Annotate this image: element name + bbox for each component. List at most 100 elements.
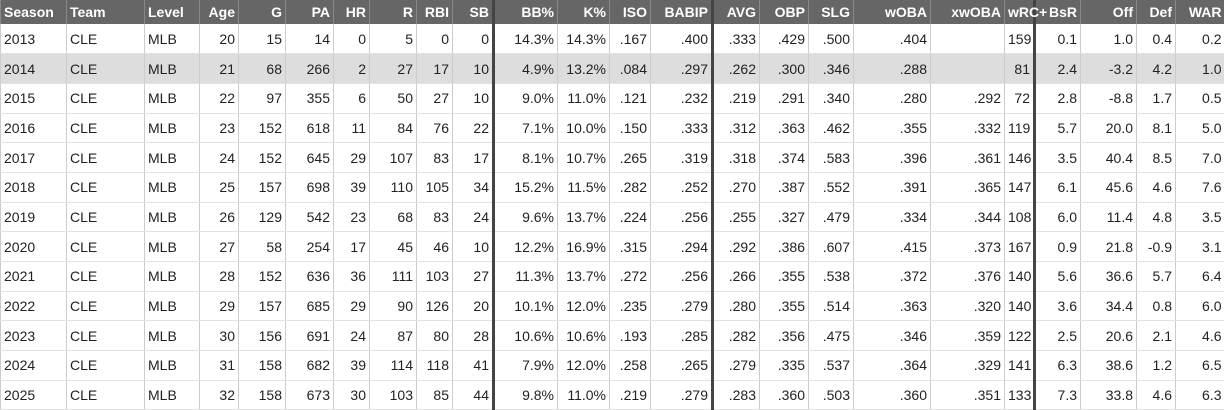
column-header[interactable]: SB [452, 0, 494, 24]
cell: 7.0 [1175, 142, 1224, 173]
cell: 34.4 [1080, 291, 1137, 322]
cell: 58 [238, 231, 286, 262]
column-header[interactable]: ISO [609, 0, 651, 24]
cell: 76 [416, 113, 453, 144]
cell: 2.1 [1136, 320, 1176, 352]
cell: CLE [66, 142, 145, 173]
cell: 254 [285, 231, 334, 262]
column-header[interactable]: K% [557, 0, 610, 24]
cell: 83 [416, 142, 453, 173]
cell: .255 [711, 202, 760, 233]
cell: 126 [416, 291, 453, 322]
cell: 36 [333, 261, 370, 292]
stats-row: 2016 CLE MLB 23 152 618 11 84 76 22 7.1% 10.0% .150.… [0, 113, 1224, 144]
cell: 2018 [0, 172, 67, 203]
cell: 7.9% [492, 350, 558, 381]
column-header[interactable]: WAR [1175, 0, 1224, 24]
cell: 4.6 [1136, 380, 1176, 410]
cell: 159 [1004, 24, 1035, 55]
cell: 673 [285, 380, 334, 410]
cell: 9.6% [492, 202, 558, 233]
cell: 6.0 [1175, 291, 1224, 322]
cell: 17 [452, 142, 494, 173]
cell: .363 [853, 291, 931, 322]
cell: .292 [711, 231, 760, 262]
cell: .374 [759, 142, 809, 173]
cell: 8.5 [1136, 142, 1176, 173]
cell: 10.1% [492, 291, 558, 322]
column-header[interactable]: SLG [808, 0, 854, 24]
cell: 8.1% [492, 142, 558, 173]
cell: 15 [238, 24, 286, 55]
cell: 11.4 [1080, 202, 1137, 233]
cell: CLE [66, 83, 145, 114]
cell: .318 [711, 142, 760, 173]
cell: 5.0 [1175, 113, 1224, 144]
cell: 7.1% [492, 113, 558, 144]
column-header[interactable]: RBI [416, 0, 453, 24]
stats-row: 2020 CLE MLB 27 58 254 17 45 46 10 12.2% 16.9% .315.… [0, 231, 1224, 262]
column-header[interactable]: Level [144, 0, 200, 24]
cell: .538 [808, 261, 854, 292]
stats-row: 2024 CLE MLB 31 158 682 39 114 118 41 7.9% 12.0% .25… [0, 350, 1224, 381]
cell: 27 [199, 231, 239, 262]
cell: 6.4 [1175, 261, 1224, 292]
column-header[interactable]: wRC+ [1004, 0, 1047, 24]
cell: .279 [650, 291, 713, 322]
column-header[interactable]: G [238, 0, 286, 24]
column-header[interactable]: BsR [1033, 0, 1081, 24]
cell: 20 [452, 291, 494, 322]
cell: MLB [144, 113, 200, 144]
cell: 6.3 [1175, 380, 1224, 410]
column-header[interactable]: OBP [759, 0, 809, 24]
cell: .537 [808, 350, 854, 381]
column-header[interactable]: R [369, 0, 417, 24]
cell: 119 [1004, 113, 1035, 144]
cell: .256 [650, 202, 713, 233]
cell: 72 [1004, 83, 1035, 114]
column-header[interactable]: HR [333, 0, 370, 24]
cell: 50 [369, 83, 417, 114]
column-header[interactable]: Age [199, 0, 239, 24]
stats-row: 2015 CLE MLB 22 97 355 6 50 27 10 9.0% 11.0% .121.23… [0, 83, 1224, 114]
column-header[interactable]: BB% [492, 0, 558, 24]
cell: CLE [66, 231, 145, 262]
column-header[interactable]: PA [285, 0, 334, 24]
column-header[interactable]: Off [1080, 0, 1137, 24]
cell: CLE [66, 261, 145, 292]
cell: .356 [759, 320, 809, 352]
cell: .340 [808, 83, 854, 114]
stats-row: 2025 CLE MLB 32 158 673 30 103 85 44 9.8% 11.0% .219… [0, 380, 1224, 410]
column-header[interactable]: AVG [711, 0, 760, 24]
cell: 140 [1004, 261, 1035, 292]
cell [930, 24, 1005, 55]
cell: 20 [199, 24, 239, 55]
cell: .224 [609, 202, 651, 233]
cell: 110 [369, 172, 417, 203]
cell: 27 [452, 261, 494, 292]
cell: 10.6% [557, 320, 610, 352]
cell: MLB [144, 291, 200, 322]
column-header[interactable]: Def [1136, 0, 1176, 24]
column-header[interactable]: xwOBA [930, 0, 1005, 24]
cell: 152 [238, 113, 286, 144]
cell: 23 [333, 202, 370, 233]
cell: .297 [650, 53, 713, 84]
stats-row: 2019 CLE MLB 26 129 542 23 68 83 24 9.6% 13.7% .224.… [0, 202, 1224, 233]
column-header[interactable]: Season [0, 0, 67, 24]
cell: .252 [650, 172, 713, 203]
cell: 266 [285, 53, 334, 84]
cell: .514 [808, 291, 854, 322]
cell: 2019 [0, 202, 67, 233]
cell: .346 [853, 320, 931, 352]
cell: MLB [144, 53, 200, 84]
cell: 31 [199, 350, 239, 381]
column-header[interactable]: Team [66, 0, 145, 24]
cell: 2015 [0, 83, 67, 114]
cell: .332 [930, 113, 1005, 144]
column-header[interactable]: BABIP [650, 0, 713, 24]
cell: 111 [369, 261, 417, 292]
cell: -3.2 [1080, 53, 1137, 84]
column-header[interactable]: wOBA [853, 0, 931, 24]
cell: 103 [416, 261, 453, 292]
